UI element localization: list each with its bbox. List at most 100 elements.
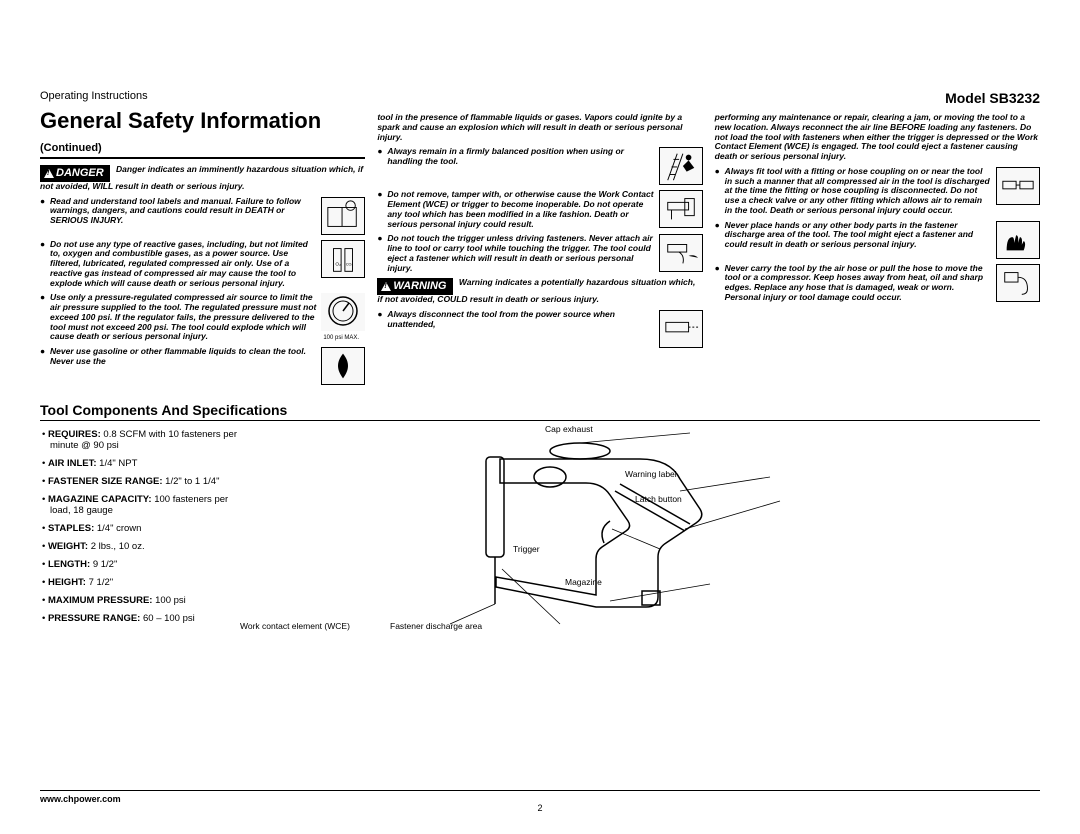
warning-triangle-icon bbox=[381, 282, 391, 291]
bullet-dot: ● bbox=[715, 264, 725, 303]
spec-label: STAPLES: bbox=[48, 523, 94, 534]
column-3: performing any maintenance or repair, cl… bbox=[715, 109, 1040, 390]
main-content: General Safety Information (Continued) D… bbox=[40, 109, 1040, 390]
bullet-hands-discharge: ● Never place hands or any other body pa… bbox=[715, 221, 1040, 259]
fitting-icon bbox=[996, 167, 1040, 205]
spec-value: 7 1/2" bbox=[86, 577, 113, 588]
bullet-dot: ● bbox=[40, 197, 50, 235]
bullet-fitting: ● Always fit tool with a fitting or hose… bbox=[715, 167, 1040, 216]
disconnect-icon bbox=[659, 310, 703, 348]
spec-label: WEIGHT: bbox=[48, 541, 88, 552]
stapler-illustration bbox=[260, 429, 1040, 639]
specs-title: Tool Components And Specifications bbox=[40, 402, 1040, 421]
header-left: Operating Instructions bbox=[40, 90, 148, 106]
col2-continuation: tool in the presence of flammable liquid… bbox=[377, 113, 702, 142]
bullet-wce-tamper: ● Do not remove, tamper with, or otherwi… bbox=[377, 190, 702, 229]
danger-triangle-icon bbox=[44, 169, 54, 178]
bullet-dot: ● bbox=[715, 221, 725, 259]
callout-wce: Work contact element (WCE) bbox=[240, 621, 350, 631]
manual-icon bbox=[321, 197, 365, 235]
bullet-reactive-gases: ● Do not use any type of reactive gases,… bbox=[40, 240, 365, 289]
bullet-text: Read and understand tool labels and manu… bbox=[50, 197, 317, 235]
svg-text:CO₂: CO₂ bbox=[346, 262, 354, 266]
page-footer: www.chpower.com 2 bbox=[40, 790, 1040, 804]
spec-value: 9 1/2" bbox=[90, 559, 117, 570]
spec-value: 1/4" crown bbox=[94, 523, 141, 534]
warning-badge: WARNING bbox=[377, 278, 452, 295]
spec-value: 2 lbs., 10 oz. bbox=[88, 541, 145, 552]
bullet-text: Do not remove, tamper with, or otherwise… bbox=[387, 190, 654, 229]
spec-value: 60 – 100 psi bbox=[140, 613, 194, 624]
bullet-dot: ● bbox=[377, 147, 387, 185]
bullet-dot: ● bbox=[377, 234, 387, 273]
bullet-dot: ● bbox=[715, 167, 725, 216]
spec-requires: • REQUIRES: 0.8 SCFM with 10 fasteners p… bbox=[40, 429, 240, 451]
bullet-dot: ● bbox=[377, 310, 387, 348]
warning-intro: WARNING Warning indicates a potentially … bbox=[377, 278, 702, 304]
hose-carry-icon bbox=[996, 264, 1040, 302]
flame-icon bbox=[321, 347, 365, 385]
spec-value: 100 psi bbox=[152, 595, 185, 606]
bullet-dot: ● bbox=[377, 190, 387, 229]
gauge-label: 100 psi MAX. bbox=[323, 335, 359, 342]
bullet-read-understand: ● Read and understand tool labels and ma… bbox=[40, 197, 365, 235]
trigger-hand-icon bbox=[659, 234, 703, 272]
callout-discharge: Fastener discharge area bbox=[390, 621, 482, 631]
spec-label: FASTENER SIZE RANGE: bbox=[48, 476, 163, 487]
callout-cap-exhaust: Cap exhaust bbox=[545, 424, 593, 434]
spec-max-pressure: • MAXIMUM PRESSURE: 100 psi bbox=[40, 595, 240, 606]
specs-list: • REQUIRES: 0.8 SCFM with 10 fasteners p… bbox=[40, 429, 240, 639]
page-number: 2 bbox=[537, 803, 542, 813]
bullet-text: Do not use any type of reactive gases, i… bbox=[50, 240, 317, 289]
spec-height: • HEIGHT: 7 1/2" bbox=[40, 577, 240, 588]
col3-continuation: performing any maintenance or repair, cl… bbox=[715, 113, 1040, 162]
svg-text:O₂: O₂ bbox=[336, 261, 342, 267]
spec-weight: • WEIGHT: 2 lbs., 10 oz. bbox=[40, 541, 240, 552]
header-model: Model SB3232 bbox=[945, 90, 1040, 106]
spec-label: LENGTH: bbox=[48, 559, 90, 570]
bullet-gasoline: ● Never use gasoline or other flammable … bbox=[40, 347, 365, 385]
hand-hazard-icon bbox=[996, 221, 1040, 259]
ladder-fall-icon bbox=[659, 147, 703, 185]
gauge-icon: 100 psi MAX. bbox=[321, 293, 365, 331]
bullet-text: Never carry the tool by the air hose or … bbox=[725, 264, 992, 303]
bullet-pressure-regulated: ● Use only a pressure-regulated compress… bbox=[40, 293, 365, 342]
spec-length: • LENGTH: 9 1/2" bbox=[40, 559, 240, 570]
spec-magazine-capacity: • MAGAZINE CAPACITY: 100 fasteners per l… bbox=[40, 494, 240, 516]
spec-label: HEIGHT: bbox=[48, 577, 86, 588]
danger-label: DANGER bbox=[56, 167, 104, 179]
bullet-trigger-touch: ● Do not touch the trigger unless drivin… bbox=[377, 234, 702, 273]
bullet-text: Always remain in a firmly balanced posit… bbox=[387, 147, 654, 185]
bullet-text: Never place hands or any other body part… bbox=[725, 221, 992, 259]
spec-label: MAGAZINE CAPACITY: bbox=[48, 494, 152, 505]
bullet-text: Always disconnect the tool from the powe… bbox=[387, 310, 654, 348]
callout-latch-button: Latch button bbox=[635, 494, 682, 504]
bullet-dot: ● bbox=[40, 347, 50, 385]
spec-value: 1/4" NPT bbox=[97, 458, 138, 469]
spec-air-inlet: • AIR INLET: 1/4" NPT bbox=[40, 458, 240, 469]
column-1: General Safety Information (Continued) D… bbox=[40, 109, 365, 390]
bullet-dot: ● bbox=[40, 293, 50, 342]
specs-section: Tool Components And Specifications • REQ… bbox=[40, 402, 1040, 639]
spec-label: AIR INLET: bbox=[48, 458, 97, 469]
section-title: General Safety Information (Continued) bbox=[40, 109, 365, 159]
bullet-text: Always fit tool with a fitting or hose c… bbox=[725, 167, 992, 216]
tool-diagram: Cap exhaust Warning label Latch button T… bbox=[260, 429, 1040, 639]
warning-label: WARNING bbox=[393, 280, 446, 292]
bullet-disconnect: ● Always disconnect the tool from the po… bbox=[377, 310, 702, 348]
spec-value: 1/2" to 1 1/4" bbox=[163, 476, 220, 487]
footer-url: www.chpower.com bbox=[40, 794, 121, 804]
callout-magazine: Magazine bbox=[565, 577, 602, 587]
bullet-text: Do not touch the trigger unless driving … bbox=[387, 234, 654, 273]
spec-label: REQUIRES: bbox=[48, 429, 101, 440]
spec-label: PRESSURE RANGE: bbox=[48, 613, 140, 624]
spec-fastener-size: • FASTENER SIZE RANGE: 1/2" to 1 1/4" bbox=[40, 476, 240, 487]
callout-warning-label: Warning label bbox=[625, 469, 677, 479]
gas-cylinder-icon: O₂ CO₂ bbox=[321, 240, 365, 278]
callout-trigger: Trigger bbox=[513, 544, 540, 554]
bullet-balanced-position: ● Always remain in a firmly balanced pos… bbox=[377, 147, 702, 185]
danger-badge: DANGER bbox=[40, 165, 110, 182]
title-continued: (Continued) bbox=[40, 142, 102, 154]
bullet-carry-hose: ● Never carry the tool by the air hose o… bbox=[715, 264, 1040, 303]
bullet-text: Never use gasoline or other flammable li… bbox=[50, 347, 317, 385]
